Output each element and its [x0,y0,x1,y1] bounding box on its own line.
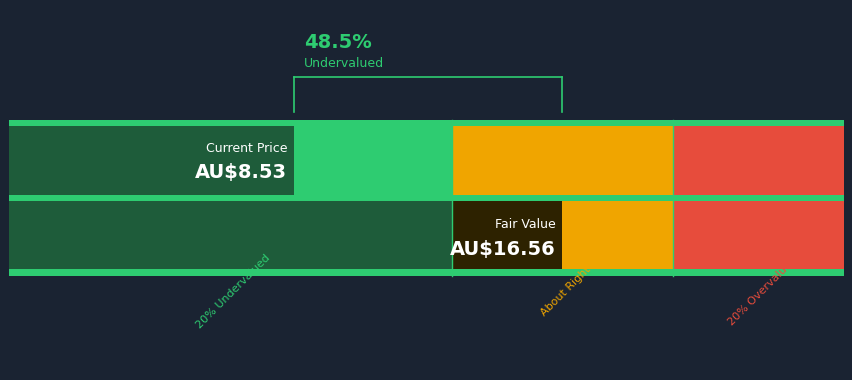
Text: 20% Overvalued: 20% Overvalued [725,255,797,328]
Text: Fair Value: Fair Value [494,218,555,231]
Text: AU$8.53: AU$8.53 [195,163,287,182]
Bar [9,195,843,201]
Text: Undervalued: Undervalued [303,57,383,70]
Text: About Right: About Right [538,264,592,318]
Text: 20% Undervalued: 20% Undervalued [194,253,272,330]
Bar [9,120,293,195]
Bar [451,120,672,195]
Bar [293,120,451,195]
Bar [451,201,561,276]
Bar [9,269,843,275]
Bar [672,201,843,276]
Bar [672,120,843,195]
Text: AU$16.56: AU$16.56 [449,240,555,259]
Text: 48.5%: 48.5% [303,33,371,52]
Text: Current Price: Current Price [205,142,287,155]
Bar [9,120,843,126]
Bar [561,201,672,276]
Bar [9,201,561,276]
